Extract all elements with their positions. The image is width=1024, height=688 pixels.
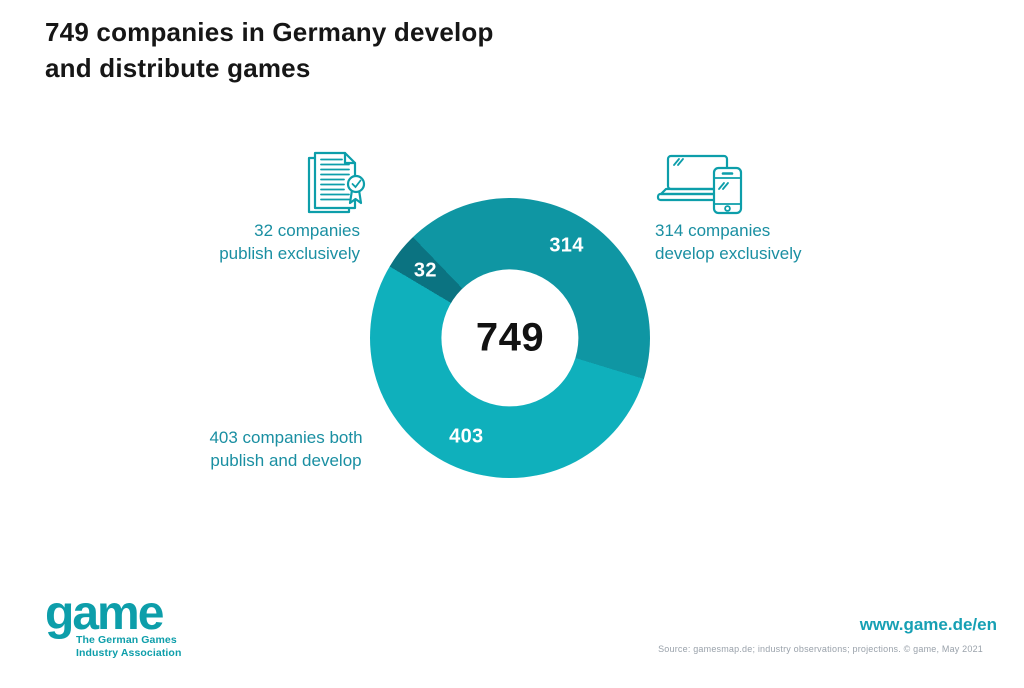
segment-value-label: 314 xyxy=(549,234,584,257)
callout-publish-line-1: 32 companies xyxy=(254,221,360,240)
title-line-1: 749 companies in Germany develop xyxy=(45,17,494,47)
callout-both-publish-develop: 403 companies both publish and develop xyxy=(171,426,401,472)
donut-hole: 749 xyxy=(441,269,579,407)
donut-center-total: 749 xyxy=(475,315,545,360)
website-link[interactable]: www.game.de/en xyxy=(859,615,997,634)
donut-chart: 749 314 403 32 xyxy=(370,198,650,478)
callout-develop-line-2: develop exclusively xyxy=(655,244,802,263)
logo-tagline-line-2: Industry Association xyxy=(76,647,182,659)
segment-value-label: 403 xyxy=(449,425,484,448)
segment-value-label: 32 xyxy=(413,259,437,282)
callout-both-line-2: publish and develop xyxy=(210,451,362,470)
callout-develop-line-1: 314 companies xyxy=(655,221,771,240)
game-logo: game xyxy=(45,587,164,640)
callout-publish-exclusively: 32 companies publish exclusively xyxy=(150,219,360,265)
callout-both-line-1: 403 companies both xyxy=(209,428,363,447)
logo-tagline-line-1: The German Games xyxy=(76,634,177,646)
callout-develop-exclusively: 314 companies develop exclusively xyxy=(655,219,885,265)
page-title: 749 companies in Germany develop and dis… xyxy=(45,14,494,86)
callout-publish-line-2: publish exclusively xyxy=(219,244,360,263)
certificate-document-icon xyxy=(302,146,374,225)
title-line-2: and distribute games xyxy=(45,53,311,83)
logo-tagline: The German Games Industry Association xyxy=(76,634,181,660)
laptop-phone-icon xyxy=(652,144,744,221)
source-note: Source: gamesmap.de; industry observatio… xyxy=(658,644,983,654)
